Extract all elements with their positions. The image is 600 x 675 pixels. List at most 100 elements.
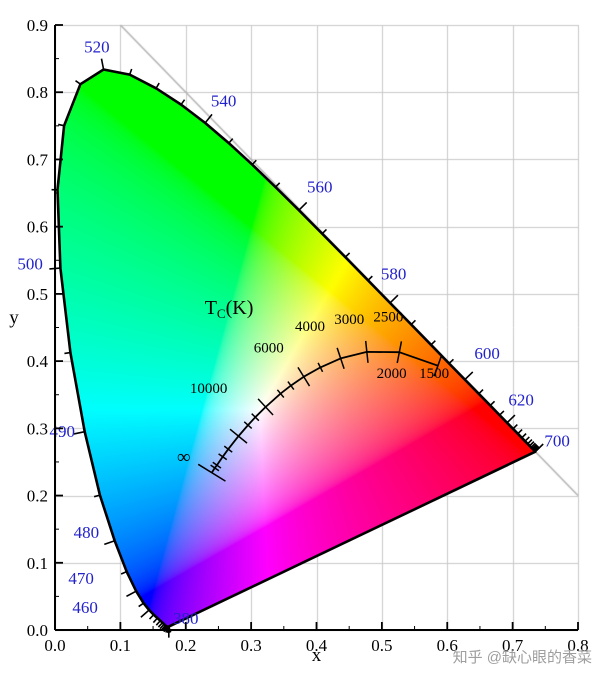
isotherm-tick-30000 bbox=[212, 461, 222, 469]
temperature-label-10000: 10000 bbox=[190, 381, 228, 397]
wavelength-tick-525 bbox=[128, 68, 133, 75]
wavelength-label-520: 520 bbox=[84, 38, 110, 57]
x-tick-label-0.1: 0.1 bbox=[110, 636, 131, 655]
temperature-label-1500: 1500 bbox=[419, 366, 449, 382]
wavelength-tick-550 bbox=[251, 159, 257, 166]
isotherm-tick-7000 bbox=[251, 413, 260, 422]
wavelength-tick-625 bbox=[512, 424, 518, 430]
x-tick-label-0.7: 0.7 bbox=[502, 636, 524, 655]
wavelength-tick-520 bbox=[100, 58, 105, 70]
x-tick-label-0.8: 0.8 bbox=[567, 636, 588, 655]
wavelength-tick-700 bbox=[534, 443, 544, 453]
wavelength-tick-645 bbox=[527, 439, 533, 445]
watermark: 知乎 @缺心眼的香菜 bbox=[452, 649, 592, 666]
wavelength-tick-485 bbox=[93, 494, 101, 498]
y-tick-label-0.4: 0.4 bbox=[27, 352, 49, 371]
wavelength-label-620: 620 bbox=[508, 390, 534, 409]
wavelength-tick-605 bbox=[478, 389, 484, 395]
wavelength-tick-480 bbox=[104, 540, 115, 546]
wavelength-tick-475 bbox=[120, 570, 127, 575]
temperature-label-2000: 2000 bbox=[377, 366, 407, 382]
wavelength-tick-655 bbox=[530, 442, 536, 448]
wavelength-tick-640 bbox=[524, 436, 530, 442]
wavelength-tick-665 bbox=[532, 444, 538, 450]
isotherm-tick-4000 bbox=[297, 366, 311, 387]
spectral-locus bbox=[56, 68, 537, 629]
wavelength-tick-495 bbox=[64, 351, 71, 355]
wavelength-tick-615 bbox=[499, 410, 505, 416]
temperature-label-4000: 4000 bbox=[295, 319, 325, 335]
temperature-label-2500: 2500 bbox=[373, 310, 403, 326]
y-tick-label-0.5: 0.5 bbox=[27, 285, 48, 304]
wavelength-tick-570 bbox=[344, 252, 351, 258]
y-tick-label-0.9: 0.9 bbox=[27, 16, 48, 35]
wavelength-tick-560 bbox=[298, 201, 308, 211]
wavelength-label-500: 500 bbox=[17, 255, 43, 274]
wavelength-tick-600 bbox=[464, 371, 474, 381]
x-tick-label-0.3: 0.3 bbox=[241, 636, 262, 655]
isotherm-tick-40000 bbox=[210, 464, 220, 472]
x-tick-label-0.6: 0.6 bbox=[437, 636, 458, 655]
isotherm-tick-3000 bbox=[336, 347, 345, 370]
wavelength-tick-470 bbox=[126, 590, 137, 598]
isotherm-tick-inf bbox=[197, 463, 226, 482]
wavelength-tick-555 bbox=[274, 182, 281, 188]
wavelength-tick-490 bbox=[73, 430, 85, 435]
wavelength-tick-660 bbox=[531, 443, 538, 450]
x-tick-labels: 0.0 0.1 0.2 0.3 0.4 0.5 0.6 0.7 0.8 bbox=[44, 622, 589, 655]
isotherm-tick-4500 bbox=[287, 381, 295, 391]
x-tick-label-0.5: 0.5 bbox=[371, 636, 392, 655]
wavelength-label-380: 380 bbox=[173, 609, 199, 628]
isotherm-tick-5000 bbox=[276, 389, 285, 398]
wavelength-tick-540 bbox=[204, 113, 213, 124]
tc-label: TC(K) bbox=[205, 297, 254, 321]
y-tick-label-0.1: 0.1 bbox=[27, 554, 48, 573]
isotherm-tick-8000 bbox=[243, 421, 253, 429]
wavelength-tick-610 bbox=[489, 400, 496, 407]
wavelength-label-540: 540 bbox=[211, 91, 237, 110]
x-tick-label-0.4: 0.4 bbox=[306, 636, 328, 655]
wavelength-tick-585 bbox=[410, 319, 417, 326]
wavelength-tick-450 bbox=[152, 617, 158, 624]
wavelength-label-470: 470 bbox=[68, 569, 94, 588]
wavelength-tick-535 bbox=[180, 99, 186, 106]
isotherm-ticks bbox=[197, 340, 443, 482]
y-tick-label-0.0: 0.0 bbox=[27, 621, 48, 640]
temperature-label-6000: 6000 bbox=[254, 341, 284, 357]
y-tick-label-0.3: 0.3 bbox=[27, 419, 48, 438]
wavelength-tick-580 bbox=[389, 294, 399, 304]
y-tick-label-0.7: 0.7 bbox=[27, 150, 49, 169]
x-tick-label-0.0: 0.0 bbox=[44, 636, 65, 655]
wavelength-label-480: 480 bbox=[74, 523, 100, 542]
temperature-labels: ∞ 10000 6000 4000 3000 2500 2000 1500 bbox=[177, 310, 449, 468]
wavelength-tick-630 bbox=[517, 428, 523, 435]
wavelength-tick-465 bbox=[138, 602, 145, 608]
wavelength-tick-545 bbox=[228, 138, 234, 144]
y-tick-label-0.8: 0.8 bbox=[27, 83, 48, 102]
y-tick-label-0.6: 0.6 bbox=[27, 218, 48, 237]
wavelength-ticks bbox=[49, 58, 544, 638]
wavelength-tick-530 bbox=[155, 82, 160, 89]
wavelength-label-700: 700 bbox=[544, 431, 570, 450]
wavelength-tick-515 bbox=[75, 80, 81, 85]
isotherm-tick-15000 bbox=[223, 445, 233, 453]
wavelength-label-460: 460 bbox=[72, 598, 98, 617]
temperature-label-∞: ∞ bbox=[177, 447, 191, 468]
isotherm-tick-2000 bbox=[396, 341, 403, 364]
isotherm-tick-10000 bbox=[229, 428, 248, 444]
isotherm-tick-20000 bbox=[218, 453, 228, 461]
isotherm-tick-3500 bbox=[317, 362, 324, 373]
wavelength-tick-635 bbox=[521, 433, 527, 439]
wavelength-tick-440 bbox=[157, 622, 164, 628]
temperature-label-3000: 3000 bbox=[334, 312, 364, 328]
y-axis-title: y bbox=[9, 307, 19, 328]
wavelength-labels: 380 460 470 480 490 500 520 540 560 580 600 620 700 bbox=[17, 38, 569, 628]
wavelength-tick-650 bbox=[529, 441, 535, 447]
wavelength-tick-510 bbox=[58, 123, 65, 127]
wavelength-tick-460 bbox=[140, 609, 150, 618]
isotherm-tick-6000 bbox=[257, 398, 274, 416]
wavelength-label-490: 490 bbox=[49, 422, 75, 441]
